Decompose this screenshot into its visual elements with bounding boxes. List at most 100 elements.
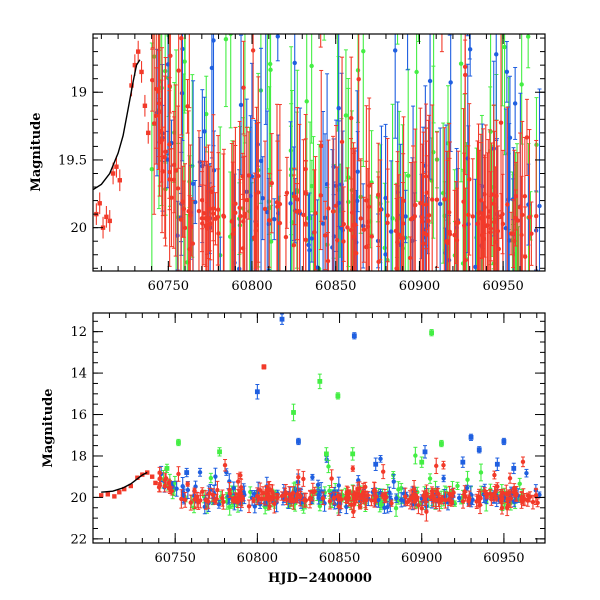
data-point bbox=[520, 456, 526, 468]
data-marker bbox=[433, 498, 439, 503]
data-point bbox=[166, 478, 172, 487]
data-point bbox=[309, 214, 315, 263]
data-marker bbox=[306, 242, 311, 248]
data-marker bbox=[408, 217, 414, 222]
data-marker bbox=[461, 199, 466, 204]
data-marker bbox=[467, 47, 473, 52]
data-marker bbox=[146, 130, 151, 136]
data-marker bbox=[525, 34, 531, 39]
data-point bbox=[389, 499, 394, 507]
data-marker bbox=[413, 492, 419, 498]
data-marker bbox=[220, 495, 225, 501]
data-point bbox=[479, 211, 485, 260]
data-point bbox=[197, 137, 203, 187]
data-marker bbox=[500, 221, 506, 227]
data-marker bbox=[477, 210, 482, 215]
data-marker bbox=[485, 223, 490, 228]
data-marker bbox=[169, 488, 174, 494]
data-marker bbox=[462, 64, 468, 70]
data-point bbox=[431, 34, 436, 124]
data-point bbox=[427, 34, 433, 180]
data-marker bbox=[437, 500, 442, 505]
data-point bbox=[392, 34, 398, 139]
data-marker bbox=[343, 113, 349, 118]
data-marker bbox=[142, 103, 148, 108]
data-marker bbox=[238, 485, 244, 490]
data-marker bbox=[247, 209, 252, 214]
top-y-axis-title: Magnitude bbox=[29, 112, 44, 191]
data-marker bbox=[192, 199, 198, 205]
data-point bbox=[421, 490, 426, 501]
data-marker bbox=[295, 491, 300, 497]
data-point bbox=[274, 103, 280, 271]
data-point bbox=[186, 110, 191, 271]
data-point bbox=[413, 446, 418, 465]
data-marker bbox=[208, 475, 214, 481]
data-point bbox=[157, 478, 163, 493]
data-marker bbox=[427, 78, 433, 84]
data-marker bbox=[439, 496, 445, 501]
data-marker bbox=[274, 495, 280, 500]
data-marker bbox=[197, 470, 203, 475]
data-point bbox=[416, 34, 421, 42]
early-point bbox=[97, 192, 102, 215]
data-point bbox=[494, 495, 499, 502]
data-marker bbox=[182, 225, 188, 231]
data-marker bbox=[159, 137, 165, 143]
data-marker bbox=[297, 208, 302, 214]
data-marker bbox=[204, 111, 209, 117]
data-point bbox=[462, 485, 467, 498]
data-marker bbox=[434, 197, 440, 202]
data-marker bbox=[288, 201, 293, 206]
data-marker bbox=[378, 456, 383, 462]
data-point bbox=[513, 161, 519, 231]
data-point bbox=[260, 156, 265, 241]
data-marker bbox=[522, 254, 528, 259]
data-marker bbox=[192, 497, 197, 502]
data-marker bbox=[533, 213, 539, 219]
data-point bbox=[343, 49, 349, 182]
data-point bbox=[318, 34, 323, 48]
data-marker bbox=[268, 239, 274, 244]
data-marker bbox=[335, 238, 340, 243]
data-marker bbox=[486, 214, 491, 220]
data-point bbox=[169, 148, 174, 248]
data-marker bbox=[507, 238, 512, 243]
data-marker bbox=[307, 248, 312, 253]
data-marker bbox=[97, 201, 102, 206]
data-point bbox=[361, 34, 366, 167]
data-marker bbox=[211, 168, 217, 173]
data-point bbox=[426, 119, 431, 271]
data-marker bbox=[291, 242, 297, 248]
data-point bbox=[182, 491, 188, 508]
data-point bbox=[335, 491, 340, 501]
data-marker bbox=[215, 214, 221, 220]
data-point bbox=[192, 179, 198, 225]
data-point bbox=[488, 171, 493, 271]
data-marker bbox=[505, 202, 510, 207]
data-marker bbox=[382, 505, 387, 510]
data-marker bbox=[358, 495, 363, 501]
data-point bbox=[403, 189, 408, 244]
data-marker bbox=[189, 224, 194, 230]
y-tick-label: 19 bbox=[70, 86, 87, 101]
data-point bbox=[339, 56, 345, 228]
data-point bbox=[208, 472, 214, 484]
data-marker bbox=[237, 205, 242, 211]
data-marker bbox=[346, 199, 351, 205]
data-marker bbox=[512, 101, 518, 106]
early-point bbox=[100, 216, 106, 239]
data-marker bbox=[244, 197, 250, 203]
data-point bbox=[288, 121, 293, 271]
data-point bbox=[527, 129, 532, 271]
data-marker bbox=[223, 37, 229, 42]
data-point bbox=[229, 0, 233, 33]
data-point bbox=[478, 463, 484, 482]
data-marker bbox=[408, 255, 413, 261]
data-marker bbox=[507, 475, 513, 481]
data-marker bbox=[460, 499, 466, 504]
data-marker bbox=[258, 158, 264, 164]
data-marker bbox=[356, 76, 361, 82]
y-tick-label: 20 bbox=[70, 221, 87, 236]
data-marker bbox=[208, 221, 213, 226]
